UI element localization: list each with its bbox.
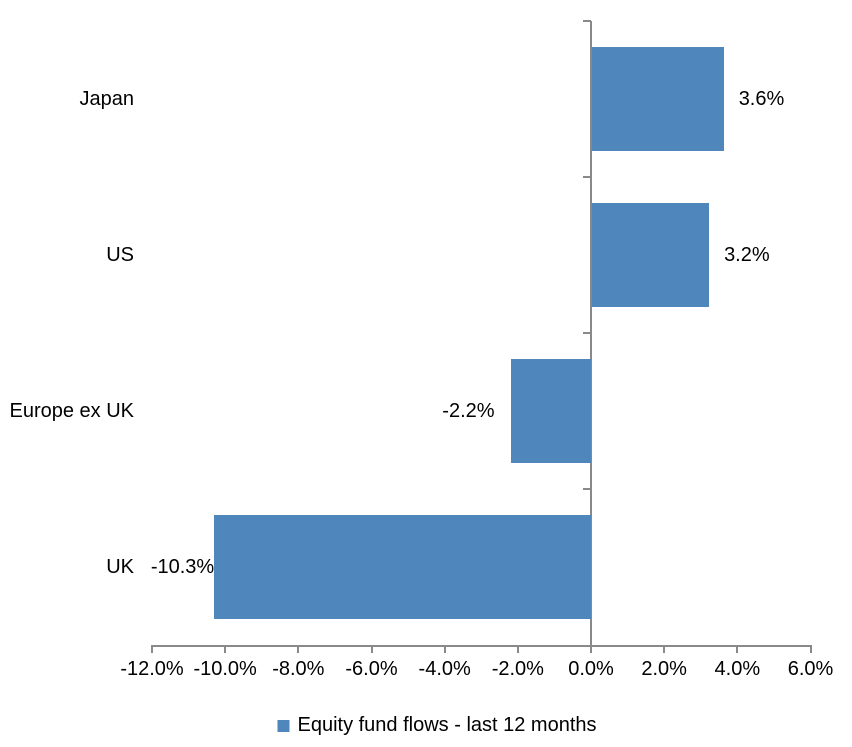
value-axis-tick-label: -4.0%: [418, 658, 471, 680]
legend-swatch-icon: [277, 719, 290, 732]
legend: Equity fund flows - last 12 months: [277, 714, 597, 737]
value-axis-tick: [736, 645, 739, 653]
bar-japan: [592, 47, 724, 151]
category-boundary-tick: [583, 332, 591, 334]
value-axis-tick-label: -6.0%: [345, 658, 398, 680]
value-axis-tick-label: 2.0%: [641, 658, 687, 680]
bar-us: [592, 203, 710, 307]
value-axis-tick: [370, 645, 373, 653]
data-label-europe-ex-uk: -2.2%: [442, 400, 495, 422]
category-boundary-tick: [583, 488, 591, 490]
value-axis-tick: [516, 645, 519, 653]
value-axis-tick: [590, 645, 592, 653]
data-label-us: 3.2%: [724, 244, 770, 266]
category-label-uk: UK: [106, 556, 134, 578]
value-axis-tick-label: 0.0%: [568, 658, 614, 680]
value-axis-tick-label: -10.0%: [193, 658, 257, 680]
value-axis-tick-label: -12.0%: [120, 658, 184, 680]
data-label-japan: 3.6%: [738, 88, 785, 110]
bar-uk: [214, 515, 591, 619]
value-axis-tick-label: -2.0%: [491, 658, 544, 680]
data-label-uk: -10.3%: [150, 556, 215, 578]
bar-europe-ex-uk: [510, 359, 591, 463]
value-axis-tick: [224, 645, 227, 653]
category-axis-line: [151, 645, 812, 647]
category-label-europe-ex-uk: Europe ex UK: [9, 400, 134, 422]
category-label-us: US: [106, 244, 134, 266]
value-axis-tick: [151, 645, 153, 653]
category-label-japan: Japan: [79, 88, 135, 110]
value-axis-tick-label: -8.0%: [272, 658, 325, 680]
value-axis-tick: [297, 645, 300, 653]
value-axis-tick: [663, 645, 666, 653]
category-boundary-tick: [583, 176, 591, 178]
legend-label: Equity fund flows - last 12 months: [297, 714, 597, 736]
category-boundary-tick: [583, 20, 591, 22]
value-axis-tick: [809, 645, 812, 653]
value-axis-tick-label: 4.0%: [714, 658, 761, 680]
value-axis-tick-label: 6.0%: [787, 658, 834, 680]
value-axis-tick: [443, 645, 446, 653]
value-axis-line: [590, 21, 592, 647]
